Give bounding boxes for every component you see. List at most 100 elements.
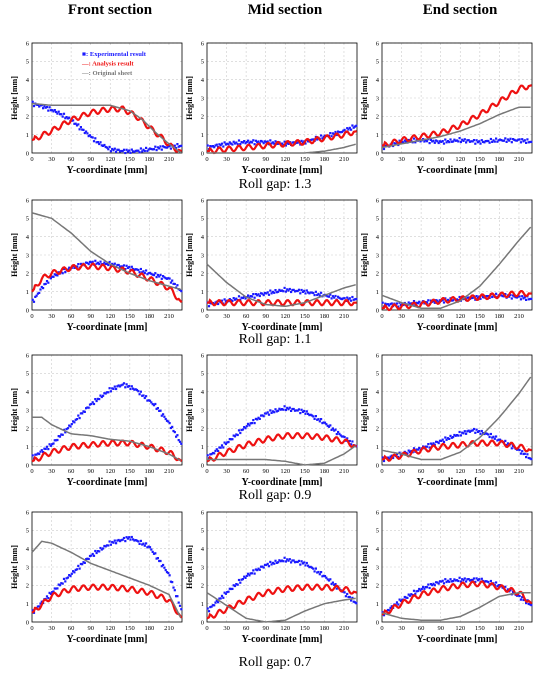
experimental-point — [449, 138, 452, 141]
experimental-point — [159, 559, 162, 563]
experimental-point — [68, 116, 71, 119]
experimental-point — [117, 384, 120, 387]
y-tick-label: 6 — [201, 352, 205, 359]
y-tick-label: 0 — [201, 462, 204, 469]
experimental-point — [395, 453, 399, 456]
experimental-point — [498, 138, 502, 141]
experimental-point — [431, 584, 434, 587]
experimental-point — [308, 414, 311, 417]
experimental-point — [410, 302, 413, 305]
experimental-point — [95, 141, 98, 144]
experimental-point — [466, 296, 469, 299]
experimental-point — [485, 580, 489, 583]
experimental-point — [141, 150, 144, 153]
experimental-point — [353, 601, 357, 604]
experimental-point — [465, 141, 468, 144]
experimental-point — [232, 584, 235, 587]
experimental-point — [431, 443, 434, 446]
experimental-point — [425, 301, 429, 304]
experimental-point — [424, 586, 427, 589]
experimental-point — [233, 584, 237, 588]
x-tick-label: 0 — [205, 313, 208, 320]
experimental-point — [471, 429, 474, 432]
y-tick-label: 1 — [201, 444, 204, 451]
experimental-point — [55, 439, 58, 442]
experimental-point — [401, 598, 404, 601]
experimental-point — [323, 421, 327, 424]
experimental-point — [474, 580, 477, 583]
experimental-point — [351, 124, 354, 127]
experimental-point — [164, 277, 167, 280]
experimental-point — [452, 436, 455, 439]
y-tick-label: 0 — [376, 150, 379, 157]
experimental-point — [512, 590, 515, 593]
experimental-point — [38, 452, 41, 456]
experimental-point — [58, 584, 62, 587]
experimental-point — [508, 139, 511, 142]
experimental-point — [79, 262, 82, 265]
experimental-point — [48, 106, 51, 109]
experimental-point — [382, 147, 386, 151]
experimental-point — [64, 117, 67, 120]
experimental-point — [407, 593, 410, 596]
experimental-point — [138, 393, 141, 396]
y-tick-label: 3 — [26, 252, 29, 259]
experimental-point — [132, 387, 135, 390]
experimental-point — [213, 146, 216, 149]
experimental-point — [74, 568, 77, 571]
experimental-point — [423, 140, 426, 143]
experimental-point — [321, 575, 324, 578]
experimental-point — [526, 138, 529, 141]
x-axis-label: Y-coordinate [mm] — [241, 477, 322, 488]
experimental-point — [428, 142, 431, 145]
experimental-point — [209, 302, 212, 305]
experimental-point — [139, 147, 142, 150]
experimental-point — [348, 126, 351, 129]
experimental-point — [231, 587, 234, 590]
experimental-point — [141, 394, 144, 397]
experimental-point — [309, 291, 312, 294]
experimental-point — [510, 141, 513, 144]
y-tick-label: 3 — [376, 95, 379, 102]
experimental-point — [320, 134, 323, 137]
x-tick-label: 210 — [339, 313, 349, 320]
series-original-sheet — [381, 106, 531, 149]
x-tick-label: 0 — [205, 468, 208, 475]
experimental-point — [117, 538, 120, 542]
x-tick-label: 120 — [280, 156, 290, 163]
experimental-point — [98, 550, 101, 553]
experimental-point — [448, 580, 451, 583]
experimental-point — [141, 271, 144, 274]
experimental-point — [154, 552, 157, 555]
experimental-point — [273, 291, 276, 294]
experimental-point — [472, 577, 476, 580]
experimental-point — [55, 110, 58, 114]
experimental-point — [414, 592, 417, 595]
y-tick-label: 1 — [376, 132, 379, 139]
experimental-point — [250, 422, 254, 425]
experimental-point — [435, 299, 438, 302]
experimental-point — [405, 596, 408, 599]
experimental-point — [206, 144, 209, 147]
experimental-point — [155, 407, 158, 410]
experimental-point — [35, 103, 38, 106]
experimental-point — [444, 578, 447, 581]
experimental-point — [87, 557, 90, 561]
experimental-point — [352, 298, 355, 301]
experimental-point — [271, 561, 274, 564]
experimental-point — [450, 580, 453, 583]
experimental-point — [210, 605, 213, 608]
experimental-point — [265, 412, 268, 415]
x-tick-label: 180 — [495, 313, 505, 320]
experimental-point — [295, 409, 298, 412]
experimental-point — [297, 559, 301, 562]
y-tick-label: 5 — [201, 371, 204, 378]
y-axis-label: Height [mm] — [10, 76, 19, 120]
experimental-point — [247, 422, 250, 425]
experimental-point — [322, 421, 325, 424]
experimental-point — [355, 602, 358, 605]
y-tick-label: 6 — [26, 352, 30, 359]
experimental-point — [384, 144, 387, 147]
experimental-point — [287, 142, 290, 145]
experimental-point — [45, 595, 49, 598]
